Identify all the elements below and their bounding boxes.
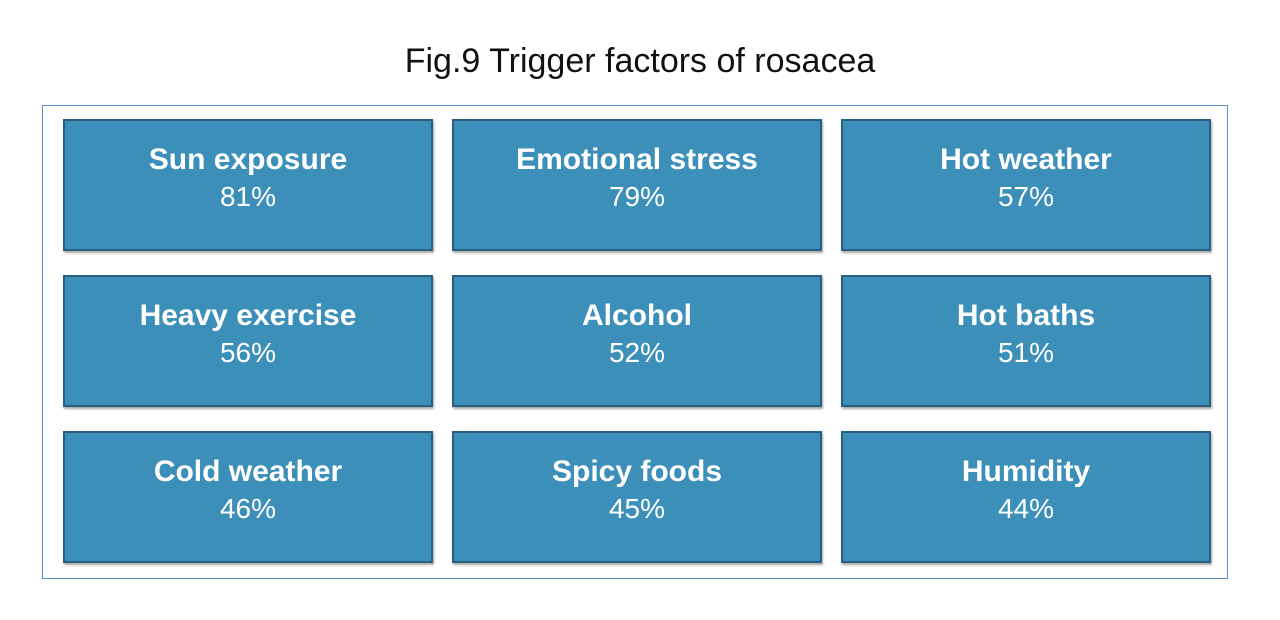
factor-label: Sun exposure [148, 143, 348, 176]
factor-tile-hot-weather: Hot weather 57% [841, 119, 1211, 251]
factor-value: 79% [608, 181, 666, 212]
factor-label: Hot baths [956, 299, 1096, 332]
factor-label: Hot weather [940, 143, 1112, 176]
factor-tile-humidity: Humidity 44% [841, 431, 1211, 563]
factor-label: Emotional stress [516, 143, 758, 176]
factor-tile-emotional-stress: Emotional stress 79% [452, 119, 822, 251]
factor-value: 57% [997, 181, 1055, 212]
factors-panel: Sun exposure 81% Emotional stress 79% Ho… [42, 105, 1228, 579]
factor-label: Humidity [961, 455, 1091, 488]
factor-tile-hot-baths: Hot baths 51% [841, 275, 1211, 407]
factor-value: 52% [608, 337, 666, 368]
factor-label: Spicy foods [551, 455, 723, 488]
factor-tile-sun-exposure: Sun exposure 81% [63, 119, 433, 251]
factor-tile-cold-weather: Cold weather 46% [63, 431, 433, 563]
factor-label: Cold weather [153, 455, 343, 488]
factor-value: 46% [219, 493, 277, 524]
factor-value: 56% [219, 337, 277, 368]
factor-tile-heavy-exercise: Heavy exercise 56% [63, 275, 433, 407]
factor-value: 45% [608, 493, 666, 524]
factor-tile-alcohol: Alcohol 52% [452, 275, 822, 407]
factor-tile-spicy-foods: Spicy foods 45% [452, 431, 822, 563]
factors-grid: Sun exposure 81% Emotional stress 79% Ho… [63, 119, 1211, 563]
factor-label: Heavy exercise [139, 299, 357, 332]
factor-value: 81% [219, 181, 277, 212]
factor-value: 44% [997, 493, 1055, 524]
factor-label: Alcohol [582, 299, 692, 332]
factor-value: 51% [997, 337, 1055, 368]
figure-title: Fig.9 Trigger factors of rosacea [404, 42, 876, 80]
